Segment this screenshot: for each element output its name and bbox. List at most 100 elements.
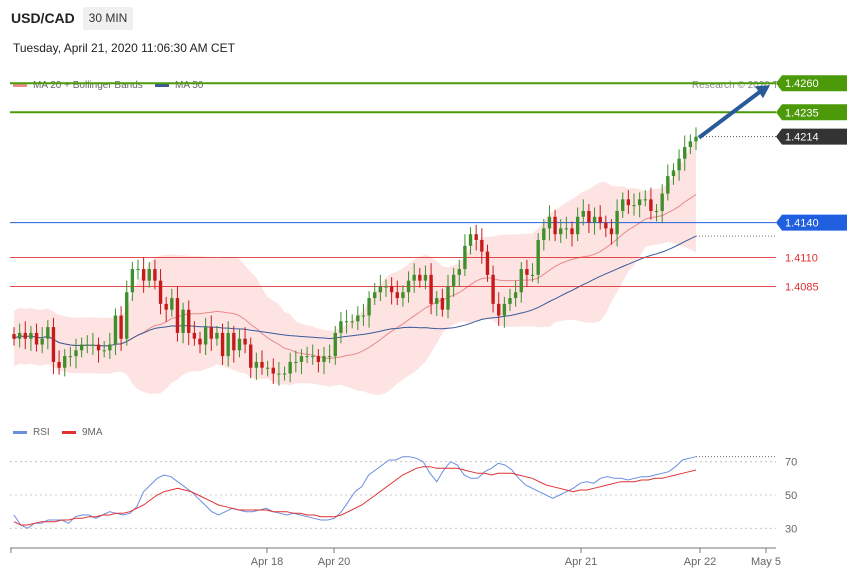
candle-body <box>570 228 574 235</box>
price-level-label-3: 1.4140 <box>785 218 819 230</box>
candle-body <box>677 158 681 171</box>
candle-body <box>29 332 33 339</box>
candle-body <box>192 332 197 339</box>
candle-body <box>237 338 242 351</box>
candle-body <box>559 228 563 235</box>
candle-body <box>260 361 264 368</box>
candle-body <box>671 170 676 177</box>
candle-body <box>609 228 614 235</box>
price-level-label-2: 1.4214 <box>785 132 819 144</box>
candle-body <box>418 274 422 281</box>
candle-body <box>249 344 253 368</box>
candle-body <box>592 216 597 223</box>
bollinger-band-fill <box>14 137 696 395</box>
candle-body <box>525 269 529 275</box>
candle-body <box>513 292 518 299</box>
candle-body <box>615 210 619 235</box>
candle-body <box>311 356 315 358</box>
candle-body <box>68 356 73 358</box>
legend-ma20: MA 20 + Bollinger Bands <box>13 80 143 91</box>
candle-body <box>660 193 664 211</box>
candle-body <box>429 274 433 304</box>
rsi-series-line-0 <box>13 456 697 529</box>
price-level-label-1: 1.4235 <box>785 107 819 119</box>
candle-body <box>587 210 591 223</box>
candle-body <box>643 199 647 201</box>
candle-body <box>474 234 478 240</box>
candle-body <box>502 303 507 316</box>
candle-body <box>485 251 490 275</box>
candle-body <box>153 269 157 281</box>
rsi-ma-legend-label: 9MA <box>82 427 103 438</box>
ma50-swatch <box>155 84 169 87</box>
candle-body <box>666 176 670 194</box>
candle-body <box>147 269 151 281</box>
candle-body <box>480 240 484 252</box>
candle-body <box>209 327 213 339</box>
chart-datetime: Tuesday, April 21, 2020 11:06:30 AM CET <box>13 41 235 55</box>
candle-body <box>175 298 180 333</box>
candle-body <box>63 356 67 368</box>
candle-body <box>158 280 163 304</box>
candle-body <box>373 292 377 299</box>
legend-rsi: RSI <box>13 427 50 438</box>
candle-body <box>604 222 608 229</box>
candle-body <box>406 280 411 293</box>
rsi-tick-label-0: 30 <box>785 523 797 535</box>
candle-body <box>271 367 275 374</box>
ma20-legend-label: MA 20 + Bollinger Bands <box>33 80 143 91</box>
candle-body <box>497 303 501 316</box>
rsi-legend-label: RSI <box>33 427 50 438</box>
candle-body <box>350 321 354 323</box>
projection-arrow-head <box>755 85 770 99</box>
price-level-tag-0 <box>776 75 847 92</box>
timeframe-button[interactable]: 30 MIN <box>83 7 133 30</box>
candle-body <box>468 234 473 246</box>
candle-body <box>688 141 693 148</box>
candle-body <box>254 361 259 368</box>
symbol-title: USD/CAD <box>11 10 75 26</box>
candle-body <box>108 344 112 351</box>
candle-body <box>435 298 439 304</box>
candle-body <box>463 245 467 270</box>
ma50-line <box>13 235 697 347</box>
candle-body <box>339 321 343 333</box>
ma20-swatch <box>13 84 27 87</box>
candle-body <box>621 199 625 211</box>
candle-body <box>125 292 129 339</box>
candle-body <box>187 309 191 333</box>
candle-body <box>91 344 95 346</box>
candle-body <box>102 350 106 352</box>
candle-body <box>164 303 168 310</box>
candle-body <box>542 228 546 240</box>
candle-body <box>598 216 602 223</box>
price-level-tag-1 <box>776 104 847 121</box>
candle-body <box>96 344 101 351</box>
candle-body <box>141 269 146 281</box>
candle-body <box>294 361 298 363</box>
candle-body <box>423 274 428 281</box>
candle-body <box>170 298 174 310</box>
candle-body <box>198 338 202 345</box>
candle-body <box>265 367 270 369</box>
candle-body <box>575 216 580 235</box>
candle-body <box>40 338 44 345</box>
candle-body <box>181 309 185 333</box>
candle-body <box>130 269 135 293</box>
candle-body <box>683 147 687 159</box>
candle-body <box>632 205 636 207</box>
candle-body <box>491 274 495 304</box>
candle-body <box>451 274 456 287</box>
candle-body <box>34 332 39 345</box>
candle-body <box>530 274 535 276</box>
candle-body <box>136 269 140 271</box>
candle-body <box>378 286 383 293</box>
candle-body <box>547 216 552 229</box>
legend-ma50: MA 50 <box>155 80 203 91</box>
candle-body <box>384 286 388 288</box>
candle-body <box>564 228 569 230</box>
candle-body <box>119 315 123 339</box>
rsi-tick-label-1: 50 <box>785 490 797 502</box>
candle-body <box>389 286 394 293</box>
